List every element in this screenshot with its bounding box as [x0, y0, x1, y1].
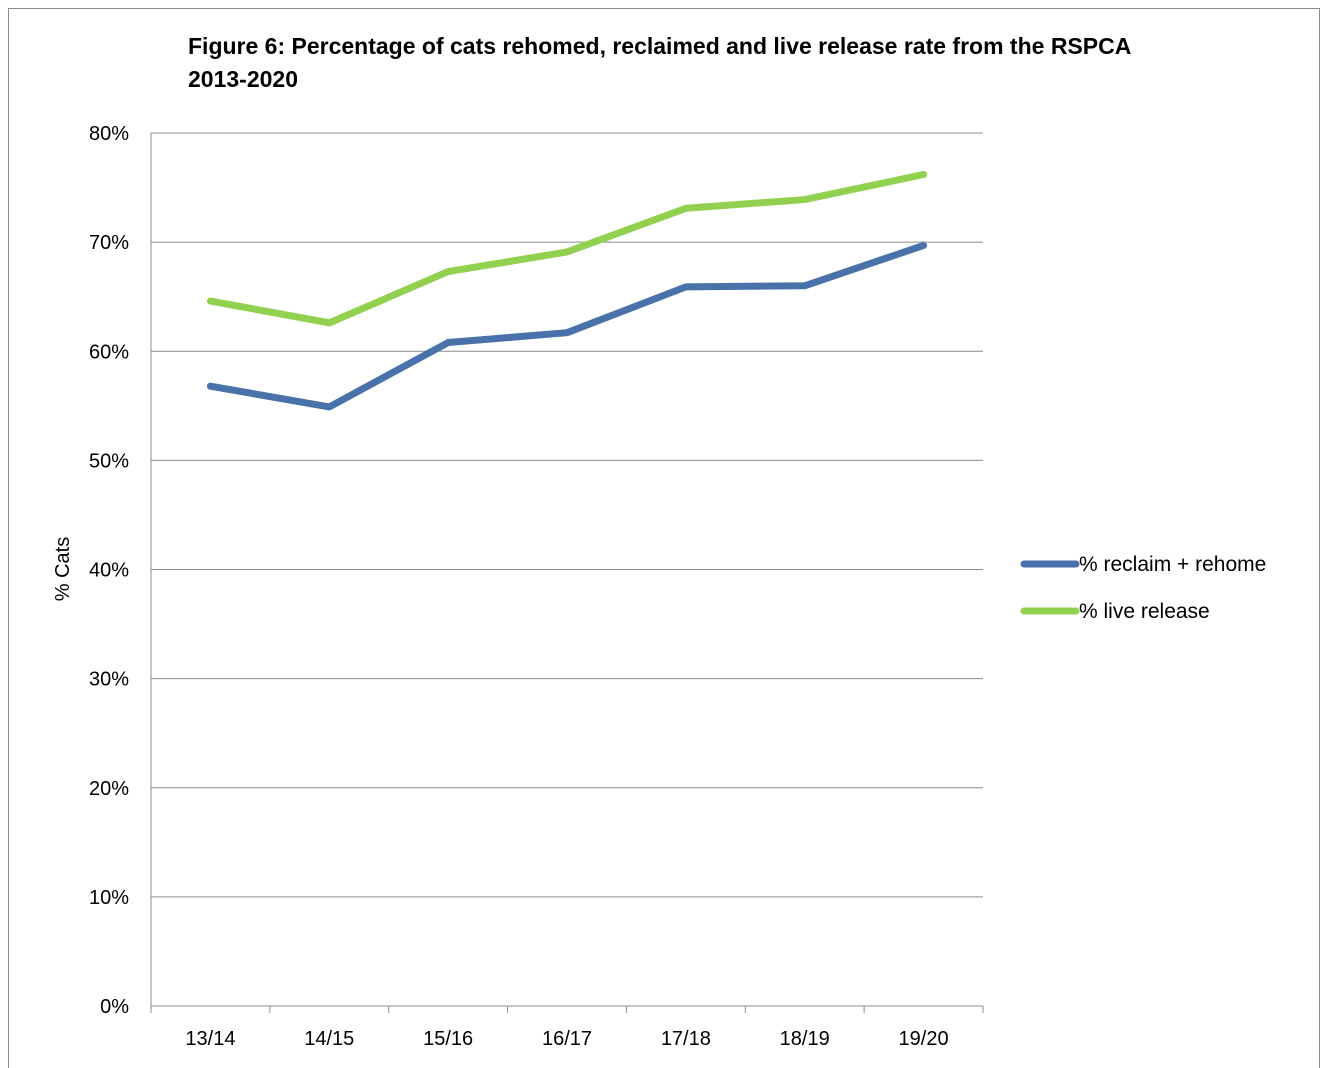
y-tick-label: 80%: [89, 123, 129, 145]
x-tick-label: 16/17: [542, 1028, 592, 1050]
y-tick-label: 20%: [89, 778, 129, 800]
series-line: [206, 241, 928, 411]
y-axis-tick-labels: 0% 10% 20% 30% 40% 50% 60% 70% 80%: [89, 123, 129, 1018]
series-lines: [206, 170, 928, 411]
chart-frame: [8, 8, 1320, 1068]
y-tick-label: 10%: [89, 887, 129, 909]
legend-label: % live release: [1079, 600, 1210, 623]
x-tick-label: 14/15: [304, 1028, 354, 1050]
series-line: [206, 170, 928, 327]
x-tick-label: 17/18: [661, 1028, 711, 1050]
legend: % reclaim + rehome % live release: [1020, 553, 1266, 623]
y-tick-label: 0%: [100, 996, 129, 1018]
x-axis-tick-labels: 13/14 14/15 15/16 16/17 17/18 18/19 19/20: [185, 1028, 948, 1050]
legend-label: % reclaim + rehome: [1079, 553, 1266, 576]
x-tick-label: 13/14: [185, 1028, 235, 1050]
x-axis-ticks: [150, 1006, 984, 1013]
y-tick-label: 40%: [89, 560, 129, 582]
y-tick-label: 30%: [89, 669, 129, 691]
x-tick-label: 15/16: [423, 1028, 473, 1050]
y-tick-label: 70%: [89, 232, 129, 254]
chart-title: Figure 6: Percentage of cats rehomed, re…: [188, 33, 1131, 92]
gridlines: [151, 132, 983, 898]
y-axis-label: % Cats: [52, 537, 74, 601]
x-tick-label: 18/19: [780, 1028, 830, 1050]
y-tick-label: 50%: [89, 450, 129, 472]
y-tick-label: 60%: [89, 341, 129, 363]
x-tick-label: 19/20: [899, 1028, 949, 1050]
